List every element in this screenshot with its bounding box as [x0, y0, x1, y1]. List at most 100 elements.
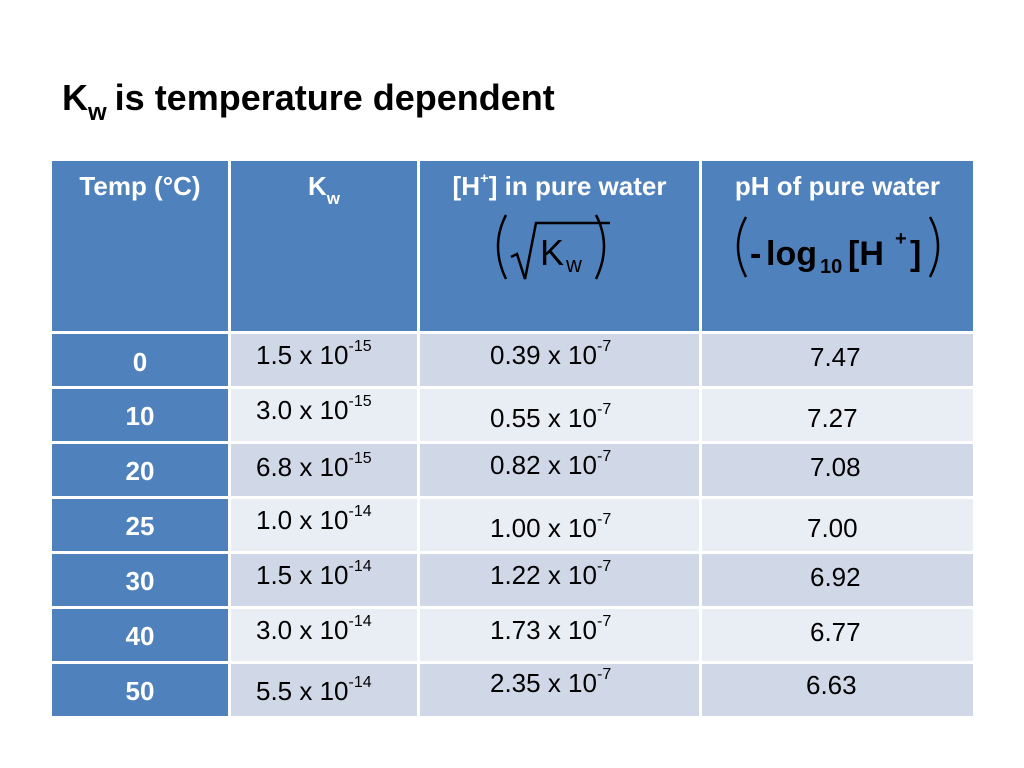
row-h-base: 1.73 x 10 — [490, 615, 597, 645]
row-kw-cell: 6.8 x 10-15 — [231, 444, 417, 496]
row-h: 0.55 x 10-7 — [490, 403, 611, 434]
row-h: 1.73 x 10-7 — [490, 615, 611, 646]
row-ph-cell: 7.00 — [702, 499, 973, 551]
row-kw: 6.8 x 10-15 — [256, 452, 372, 483]
row-ph-cell: 6.92 — [702, 554, 973, 606]
row-ph-cell: 7.27 — [702, 389, 973, 441]
row-ph-cell: 7.08 — [702, 444, 973, 496]
row-temp: 10 — [52, 401, 228, 432]
row-h-base: 1.00 x 10 — [490, 513, 597, 543]
kw-table: Temp (°C) Kw [H+] in pure water K w pH o… — [52, 161, 973, 716]
row-kw: 1.5 x 10-14 — [256, 560, 372, 591]
row-kw-base: 1.0 x 10 — [256, 505, 349, 535]
row-h-base: 2.35 x 10 — [490, 668, 597, 698]
formula-close-paren — [596, 215, 604, 279]
row-h-cell: 0.55 x 10-7 — [420, 389, 699, 441]
row-h: 0.82 x 10-7 — [490, 450, 611, 481]
header-kw: Kw — [231, 161, 417, 331]
row-ph: 6.92 — [810, 562, 861, 593]
header-ph: pH of pure water - log 10 [H + ] — [702, 161, 973, 331]
formula-h-close: ] — [910, 235, 921, 273]
row-h-cell: 1.73 x 10-7 — [420, 609, 699, 661]
row-h: 1.22 x 10-7 — [490, 560, 611, 591]
row-ph-cell: 6.63 — [702, 664, 973, 716]
row-kw-exponent: -14 — [349, 674, 372, 691]
row-temp-cell: 20 — [52, 444, 228, 496]
row-kw: 5.5 x 10-14 — [256, 676, 372, 707]
row-h-exponent: -7 — [597, 613, 611, 630]
sqrt-w: w — [565, 252, 582, 277]
formula-log: log — [766, 235, 817, 273]
header-kw-label: Kw — [231, 171, 417, 202]
row-h-exponent: -7 — [597, 338, 611, 355]
slide-title: Kw is temperature dependent — [62, 72, 555, 129]
sqrt-kw-formula: K w — [420, 209, 699, 283]
row-kw: 3.0 x 10-14 — [256, 615, 372, 646]
row-kw-exponent: -15 — [349, 338, 372, 355]
header-temp: Temp (°C) — [52, 161, 228, 331]
row-kw-exponent: -14 — [349, 613, 372, 630]
row-kw-exponent: -14 — [349, 503, 372, 520]
header-h-right: ] in pure water — [489, 171, 667, 201]
row-temp-cell: 10 — [52, 389, 228, 441]
row-kw-cell: 3.0 x 10-14 — [231, 609, 417, 661]
row-h-base: 0.82 x 10 — [490, 450, 597, 480]
row-kw-exponent: -15 — [349, 393, 372, 410]
row-temp: 25 — [52, 511, 228, 542]
row-kw-exponent: -14 — [349, 558, 372, 575]
row-kw-base: 3.0 x 10 — [256, 615, 349, 645]
row-temp: 40 — [52, 621, 228, 652]
title-k-subscript: w — [88, 99, 107, 126]
row-ph: 7.08 — [810, 452, 861, 483]
formula-close-paren — [930, 217, 938, 277]
header-kw-k: K — [308, 171, 327, 201]
row-temp: 50 — [52, 676, 228, 707]
header-h-label: [H+] in pure water — [420, 171, 699, 202]
row-h: 1.00 x 10-7 — [490, 513, 611, 544]
row-h: 0.39 x 10-7 — [490, 340, 611, 371]
header-h-plus: + — [480, 170, 489, 187]
row-kw-base: 1.5 x 10 — [256, 340, 349, 370]
row-h-cell: 1.00 x 10-7 — [420, 499, 699, 551]
row-kw-exponent: -15 — [349, 450, 372, 467]
row-ph-cell: 7.47 — [702, 334, 973, 386]
row-h-base: 0.55 x 10 — [490, 403, 597, 433]
header-h-left: [H — [453, 171, 480, 201]
row-kw-cell: 3.0 x 10-15 — [231, 389, 417, 441]
row-ph: 7.00 — [807, 513, 858, 544]
row-temp-cell: 50 — [52, 664, 228, 716]
row-temp-cell: 40 — [52, 609, 228, 661]
sqrt-k: K — [540, 232, 564, 273]
row-h-exponent: -7 — [597, 401, 611, 418]
title-k: K — [62, 77, 88, 118]
row-kw-cell: 1.0 x 10-14 — [231, 499, 417, 551]
row-kw-base: 6.8 x 10 — [256, 452, 349, 482]
row-temp-cell: 30 — [52, 554, 228, 606]
neg-log-formula: - log 10 [H + ] — [702, 209, 973, 283]
row-temp: 20 — [52, 456, 228, 487]
row-h-cell: 1.22 x 10-7 — [420, 554, 699, 606]
row-h-cell: 0.82 x 10-7 — [420, 444, 699, 496]
row-ph-cell: 6.77 — [702, 609, 973, 661]
row-h-exponent: -7 — [597, 511, 611, 528]
formula-open-paren — [498, 215, 506, 279]
row-kw-cell: 1.5 x 10-15 — [231, 334, 417, 386]
row-h-cell: 0.39 x 10-7 — [420, 334, 699, 386]
row-ph: 7.27 — [807, 403, 858, 434]
formula-h-plus: + — [895, 228, 907, 250]
row-h-cell: 2.35 x 10-7 — [420, 664, 699, 716]
row-h-exponent: -7 — [597, 666, 611, 683]
row-kw-base: 5.5 x 10 — [256, 676, 349, 706]
row-kw: 3.0 x 10-15 — [256, 395, 372, 426]
row-temp-cell: 25 — [52, 499, 228, 551]
row-kw-cell: 5.5 x 10-14 — [231, 664, 417, 716]
row-temp: 30 — [52, 566, 228, 597]
row-kw-cell: 1.5 x 10-14 — [231, 554, 417, 606]
formula-minus: - — [750, 235, 761, 273]
row-kw-base: 3.0 x 10 — [256, 395, 349, 425]
row-ph: 6.63 — [806, 670, 857, 701]
row-kw: 1.5 x 10-15 — [256, 340, 372, 371]
row-kw: 1.0 x 10-14 — [256, 505, 372, 536]
row-ph: 7.47 — [810, 342, 861, 373]
